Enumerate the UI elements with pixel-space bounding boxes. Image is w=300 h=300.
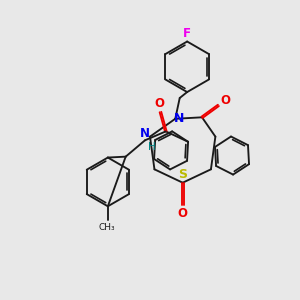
Text: N: N <box>140 127 150 140</box>
Text: H: H <box>148 142 155 152</box>
Text: N: N <box>174 112 184 125</box>
Text: O: O <box>154 97 164 110</box>
Text: O: O <box>220 94 230 106</box>
Text: F: F <box>183 27 191 40</box>
Text: O: O <box>178 207 188 220</box>
Text: S: S <box>178 168 187 181</box>
Text: CH₃: CH₃ <box>98 223 115 232</box>
